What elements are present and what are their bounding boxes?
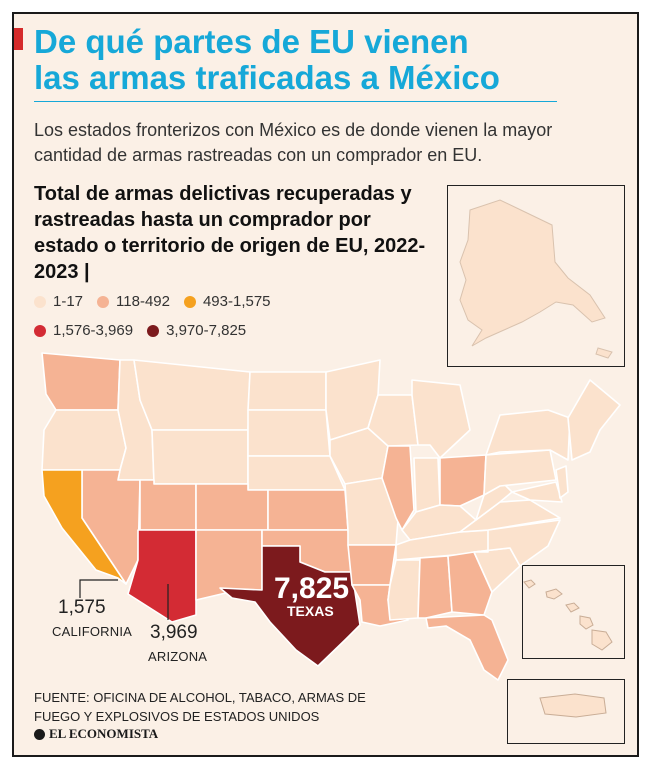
california-label: CALIFORNIA: [52, 624, 133, 639]
legend-row-1: 1-17 118-492 493-1,575: [34, 293, 285, 310]
texas-label: TEXAS: [287, 603, 334, 619]
state-maryland: [511, 481, 563, 503]
state-wyoming: [151, 429, 249, 485]
state-alaska: [459, 199, 606, 347]
state-ohio: [439, 454, 487, 507]
headline-line-2: las armas traficadas a México: [34, 59, 500, 96]
state-utah: [139, 479, 197, 531]
california-leader-line: [79, 579, 118, 598]
legend-swatch: [147, 324, 160, 337]
state-hawaii-4: [579, 615, 594, 630]
title-divider: [34, 101, 557, 102]
legend-item-1576-3969: 1,576-3,969: [34, 322, 133, 339]
state-colorado: [195, 483, 269, 531]
state-california: [41, 469, 127, 585]
state-hawaii-2: [545, 588, 563, 600]
state-alaska-tail: [595, 347, 613, 359]
legend-swatch: [183, 295, 196, 308]
state-oregon: [41, 409, 127, 471]
arizona-value: 3,969: [150, 622, 198, 643]
state-north-dakota: [247, 371, 327, 411]
texas-value: 7,825: [274, 572, 350, 605]
legend-swatch: [97, 295, 110, 308]
accent-bar: [14, 28, 23, 50]
state-new-york: [485, 409, 571, 461]
state-texas: [219, 545, 361, 667]
publisher-name: EL ECONOMISTA: [49, 726, 159, 741]
legend-label: 493-1,575: [202, 293, 271, 310]
california-value: 1,575: [58, 597, 106, 618]
headline: De qué partes de EU vienen las armas tra…: [34, 24, 634, 96]
state-hawaii-1: [523, 579, 536, 589]
legend-item-118-492: 118-492: [97, 293, 170, 310]
state-kansas: [267, 489, 349, 531]
state-arkansas: [347, 544, 397, 586]
legend-item-1-17: 1-17: [34, 293, 83, 310]
legend-swatch: [34, 295, 46, 308]
map-title: Total de armas delictivas recuperadas y …: [34, 183, 426, 283]
publisher-logo-icon: [34, 728, 45, 740]
subtitle: Los estados fronterizos con México es de…: [34, 120, 553, 165]
state-new-england: [567, 379, 621, 461]
state-south-dakota: [247, 409, 331, 457]
legend-label: 1-17: [53, 293, 84, 310]
state-hawaii-5: [591, 629, 613, 651]
legend-label: 118-492: [116, 293, 170, 310]
state-hawaii-3: [565, 602, 580, 613]
legend-row-2: 1,576-3,969 3,970-7,825: [34, 322, 260, 339]
publisher-brand: EL ECONOMISTA: [34, 726, 158, 742]
state-arizona: [127, 529, 197, 623]
legend-item-493-1575: 493-1,575: [183, 293, 271, 310]
legend-label: 3,970-7,825: [166, 322, 247, 339]
arizona-label: ARIZONA: [148, 649, 208, 664]
state-michigan: [411, 379, 471, 459]
state-washington: [41, 352, 121, 411]
legend-item-3970-7825: 3,970-7,825: [147, 322, 246, 339]
state-alabama: [417, 555, 453, 619]
legend-swatch: [34, 324, 46, 337]
state-new-jersey: [555, 465, 569, 499]
state-indiana: [413, 457, 441, 513]
territory-puerto-rico: [539, 693, 607, 718]
state-nebraska: [247, 455, 346, 491]
state-north-carolina: [473, 519, 561, 567]
state-florida: [425, 614, 509, 681]
legend-label: 1,576-3,969: [53, 322, 134, 339]
headline-line-1: De qué partes de EU vienen: [34, 23, 469, 60]
state-montana: [133, 359, 251, 431]
source-note: FUENTE: OFICINA DE ALCOHOL, TABACO, ARMA…: [34, 690, 366, 724]
